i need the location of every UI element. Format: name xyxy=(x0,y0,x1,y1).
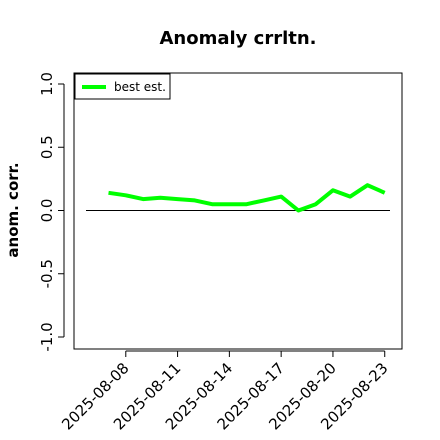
y-axis: -1.0 -0.5 0.0 0.5 1.0 xyxy=(38,72,65,352)
series-layer xyxy=(108,183,386,213)
y-tick-label: -0.5 xyxy=(38,259,56,288)
series-line xyxy=(108,183,386,213)
legend: best est. xyxy=(74,73,171,100)
x-axis: 2025-08-082025-08-112025-08-142025-08-17… xyxy=(58,350,392,433)
y-tick-label: 1.0 xyxy=(38,72,56,96)
chart-title: Anomaly crrltn. xyxy=(159,28,316,49)
legend-label: best est. xyxy=(114,80,166,94)
y-tick-label: 0.0 xyxy=(38,199,56,223)
plot-frame xyxy=(73,72,403,350)
y-tick-label: -1.0 xyxy=(38,322,56,351)
y-axis-label: anom. corr. xyxy=(4,162,22,257)
y-tick-label: 0.5 xyxy=(38,135,56,159)
